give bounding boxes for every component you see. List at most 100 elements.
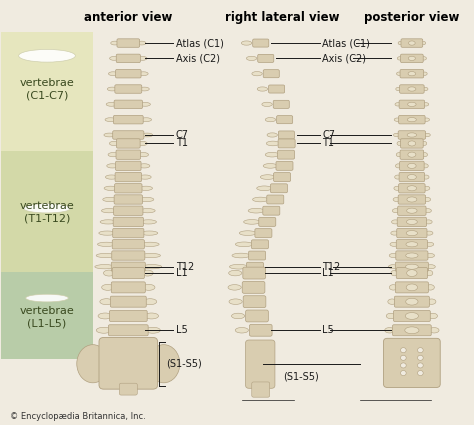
- Ellipse shape: [95, 265, 115, 269]
- Ellipse shape: [408, 152, 416, 157]
- FancyBboxPatch shape: [392, 325, 431, 336]
- Ellipse shape: [232, 253, 250, 258]
- Circle shape: [401, 355, 406, 360]
- Text: L1: L1: [322, 268, 334, 278]
- Ellipse shape: [407, 133, 417, 137]
- Ellipse shape: [391, 270, 398, 276]
- Ellipse shape: [405, 327, 419, 334]
- Ellipse shape: [396, 153, 402, 157]
- Ellipse shape: [100, 220, 116, 224]
- Ellipse shape: [426, 253, 435, 258]
- Ellipse shape: [246, 56, 257, 60]
- Ellipse shape: [106, 102, 117, 106]
- Text: anterior view: anterior view: [84, 11, 173, 24]
- Circle shape: [418, 371, 423, 376]
- Ellipse shape: [408, 87, 416, 91]
- Text: (S1-S5): (S1-S5): [283, 372, 319, 382]
- FancyBboxPatch shape: [114, 100, 143, 108]
- Ellipse shape: [425, 220, 432, 224]
- FancyBboxPatch shape: [269, 85, 285, 93]
- FancyBboxPatch shape: [116, 161, 141, 170]
- Text: posterior view: posterior view: [364, 11, 460, 24]
- FancyBboxPatch shape: [277, 116, 292, 124]
- Ellipse shape: [142, 265, 162, 269]
- Ellipse shape: [425, 231, 433, 235]
- Ellipse shape: [392, 209, 400, 213]
- Ellipse shape: [139, 186, 153, 190]
- Ellipse shape: [111, 41, 119, 45]
- FancyBboxPatch shape: [113, 217, 144, 227]
- FancyBboxPatch shape: [400, 85, 424, 93]
- Ellipse shape: [141, 118, 152, 122]
- Ellipse shape: [263, 164, 277, 168]
- FancyBboxPatch shape: [116, 69, 141, 78]
- Ellipse shape: [391, 231, 399, 235]
- FancyBboxPatch shape: [115, 184, 142, 193]
- Ellipse shape: [406, 219, 417, 224]
- Ellipse shape: [398, 41, 403, 45]
- Ellipse shape: [145, 313, 158, 319]
- FancyBboxPatch shape: [99, 337, 157, 389]
- Ellipse shape: [99, 231, 116, 235]
- FancyBboxPatch shape: [399, 173, 425, 182]
- Ellipse shape: [389, 253, 398, 258]
- FancyBboxPatch shape: [397, 229, 427, 238]
- FancyBboxPatch shape: [113, 229, 144, 238]
- Ellipse shape: [144, 299, 157, 305]
- FancyBboxPatch shape: [393, 310, 430, 321]
- Ellipse shape: [23, 204, 71, 213]
- Text: C7: C7: [175, 130, 189, 140]
- Ellipse shape: [140, 209, 155, 213]
- FancyBboxPatch shape: [400, 161, 424, 170]
- Text: T1: T1: [322, 139, 334, 148]
- FancyBboxPatch shape: [252, 382, 270, 397]
- Ellipse shape: [406, 230, 418, 235]
- FancyBboxPatch shape: [395, 282, 428, 293]
- FancyBboxPatch shape: [258, 54, 274, 62]
- Circle shape: [418, 348, 423, 353]
- Circle shape: [418, 355, 423, 360]
- Ellipse shape: [385, 328, 395, 333]
- Ellipse shape: [423, 186, 430, 190]
- Bar: [0, 151, 93, 272]
- FancyBboxPatch shape: [114, 195, 143, 204]
- Ellipse shape: [100, 299, 113, 305]
- Ellipse shape: [77, 345, 109, 383]
- Circle shape: [401, 348, 406, 353]
- Ellipse shape: [109, 72, 118, 76]
- Ellipse shape: [424, 133, 430, 137]
- Ellipse shape: [101, 284, 114, 290]
- Ellipse shape: [236, 242, 253, 246]
- Ellipse shape: [421, 41, 426, 45]
- Ellipse shape: [138, 57, 147, 60]
- FancyBboxPatch shape: [249, 324, 272, 336]
- Ellipse shape: [140, 197, 154, 201]
- Ellipse shape: [397, 57, 402, 60]
- Ellipse shape: [421, 57, 427, 60]
- Text: L5: L5: [322, 325, 334, 335]
- Text: (S1-S5): (S1-S5): [166, 359, 202, 369]
- FancyBboxPatch shape: [396, 240, 428, 249]
- Ellipse shape: [26, 294, 68, 302]
- FancyBboxPatch shape: [248, 251, 265, 260]
- FancyBboxPatch shape: [117, 39, 140, 47]
- Ellipse shape: [407, 118, 416, 122]
- Ellipse shape: [395, 164, 401, 168]
- Ellipse shape: [229, 264, 248, 269]
- Ellipse shape: [388, 299, 396, 304]
- FancyBboxPatch shape: [273, 173, 291, 181]
- Text: L1: L1: [175, 268, 187, 278]
- FancyBboxPatch shape: [109, 325, 148, 336]
- Ellipse shape: [429, 328, 439, 333]
- FancyBboxPatch shape: [398, 131, 426, 139]
- Ellipse shape: [229, 299, 242, 304]
- FancyBboxPatch shape: [383, 338, 440, 388]
- FancyBboxPatch shape: [111, 262, 146, 272]
- Ellipse shape: [423, 118, 429, 122]
- Ellipse shape: [18, 49, 75, 62]
- Ellipse shape: [252, 71, 262, 76]
- FancyBboxPatch shape: [400, 150, 424, 159]
- Ellipse shape: [103, 197, 117, 201]
- FancyBboxPatch shape: [116, 150, 141, 159]
- Ellipse shape: [424, 198, 430, 201]
